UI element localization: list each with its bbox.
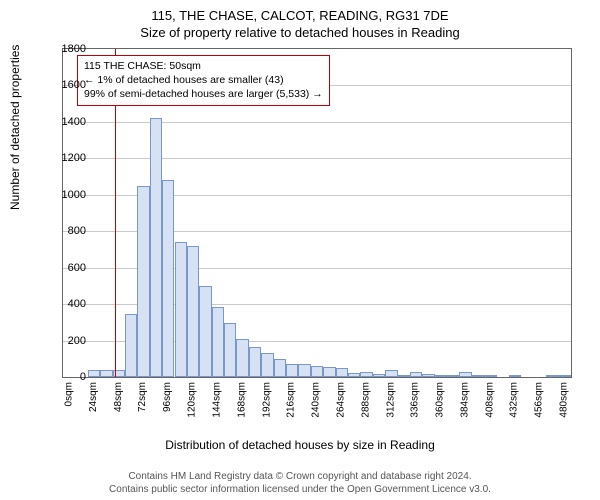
histogram-bar xyxy=(286,364,298,377)
histogram-bar xyxy=(447,375,459,377)
histogram-bar xyxy=(274,359,286,377)
histogram-bar xyxy=(509,375,521,377)
histogram-bar xyxy=(100,370,112,377)
y-tick-label: 600 xyxy=(46,262,86,274)
histogram-bar xyxy=(398,375,410,377)
y-tick-label: 1800 xyxy=(46,43,86,55)
histogram-bar xyxy=(422,374,434,377)
histogram-bar xyxy=(212,307,224,377)
histogram-bar xyxy=(385,370,397,377)
histogram-bar xyxy=(187,246,199,377)
chart-container: 115, THE CHASE, CALCOT, READING, RG31 7D… xyxy=(0,0,600,500)
histogram-bar xyxy=(298,364,310,377)
histogram-bar xyxy=(125,314,137,377)
x-tick-label: 312sqm xyxy=(385,382,396,418)
histogram-bar xyxy=(249,347,261,377)
y-tick-label: 400 xyxy=(46,298,86,310)
histogram-bar xyxy=(459,372,471,377)
y-tick-label: 1400 xyxy=(46,116,86,128)
y-tick-label: 800 xyxy=(46,225,86,237)
x-tick-label: 48sqm xyxy=(113,382,124,412)
annotation-line: 99% of semi-detached houses are larger (… xyxy=(84,87,323,101)
x-tick-label: 0sqm xyxy=(63,382,74,406)
histogram-bar xyxy=(472,375,484,377)
x-tick-label: 120sqm xyxy=(187,382,198,418)
chart-title-line2: Size of property relative to detached ho… xyxy=(0,23,600,40)
gridline xyxy=(63,122,571,123)
x-tick-label: 432sqm xyxy=(509,382,520,418)
x-tick-label: 408sqm xyxy=(484,382,495,418)
histogram-bar xyxy=(175,242,187,377)
histogram-bar xyxy=(348,373,360,377)
histogram-bar xyxy=(410,372,422,377)
x-tick-label: 24sqm xyxy=(88,382,99,412)
x-tick-label: 384sqm xyxy=(459,382,470,418)
x-tick-label: 264sqm xyxy=(336,382,347,418)
annotation-line: 115 THE CHASE: 50sqm xyxy=(84,59,323,73)
footer-line2: Contains public sector information licen… xyxy=(0,484,600,497)
histogram-bar xyxy=(546,375,558,377)
x-tick-label: 456sqm xyxy=(534,382,545,418)
histogram-bar xyxy=(224,323,236,377)
histogram-bar xyxy=(236,339,248,377)
x-tick-label: 336sqm xyxy=(410,382,421,418)
histogram-bar xyxy=(261,353,273,377)
y-tick-label: 200 xyxy=(46,335,86,347)
x-tick-label: 288sqm xyxy=(360,382,371,418)
x-tick-label: 168sqm xyxy=(236,382,247,418)
histogram-bar xyxy=(336,368,348,377)
chart-title-line1: 115, THE CHASE, CALCOT, READING, RG31 7D… xyxy=(0,0,600,23)
histogram-bar xyxy=(199,286,211,377)
x-tick-label: 480sqm xyxy=(559,382,570,418)
x-tick-label: 144sqm xyxy=(212,382,223,418)
histogram-bar xyxy=(150,118,162,377)
y-tick-label: 1600 xyxy=(46,79,86,91)
histogram-bar xyxy=(162,180,174,377)
x-tick-label: 240sqm xyxy=(311,382,322,418)
plot-area: 115 THE CHASE: 50sqm← 1% of detached hou… xyxy=(62,48,572,378)
x-tick-label: 72sqm xyxy=(137,382,148,412)
histogram-bar xyxy=(484,375,496,377)
histogram-bar xyxy=(137,186,149,377)
x-tick-label: 192sqm xyxy=(261,382,272,418)
footer-line1: Contains HM Land Registry data © Crown c… xyxy=(0,471,600,484)
histogram-bar xyxy=(88,370,100,377)
histogram-bar xyxy=(559,375,571,377)
histogram-bar xyxy=(311,366,323,377)
gridline xyxy=(63,158,571,159)
x-tick-label: 96sqm xyxy=(162,382,173,412)
histogram-bar xyxy=(435,375,447,377)
y-axis-label: Number of detached properties xyxy=(8,45,22,210)
x-axis-label: Distribution of detached houses by size … xyxy=(0,438,600,452)
annotation-box: 115 THE CHASE: 50sqm← 1% of detached hou… xyxy=(77,55,330,106)
y-tick-label: 1000 xyxy=(46,189,86,201)
x-tick-label: 216sqm xyxy=(286,382,297,418)
histogram-bar xyxy=(323,367,335,377)
histogram-bar xyxy=(360,372,372,377)
histogram-bar xyxy=(373,374,385,377)
y-tick-label: 1200 xyxy=(46,152,86,164)
annotation-line: ← 1% of detached houses are smaller (43) xyxy=(84,73,323,87)
x-tick-label: 360sqm xyxy=(435,382,446,418)
footer-attribution: Contains HM Land Registry data © Crown c… xyxy=(0,471,600,496)
